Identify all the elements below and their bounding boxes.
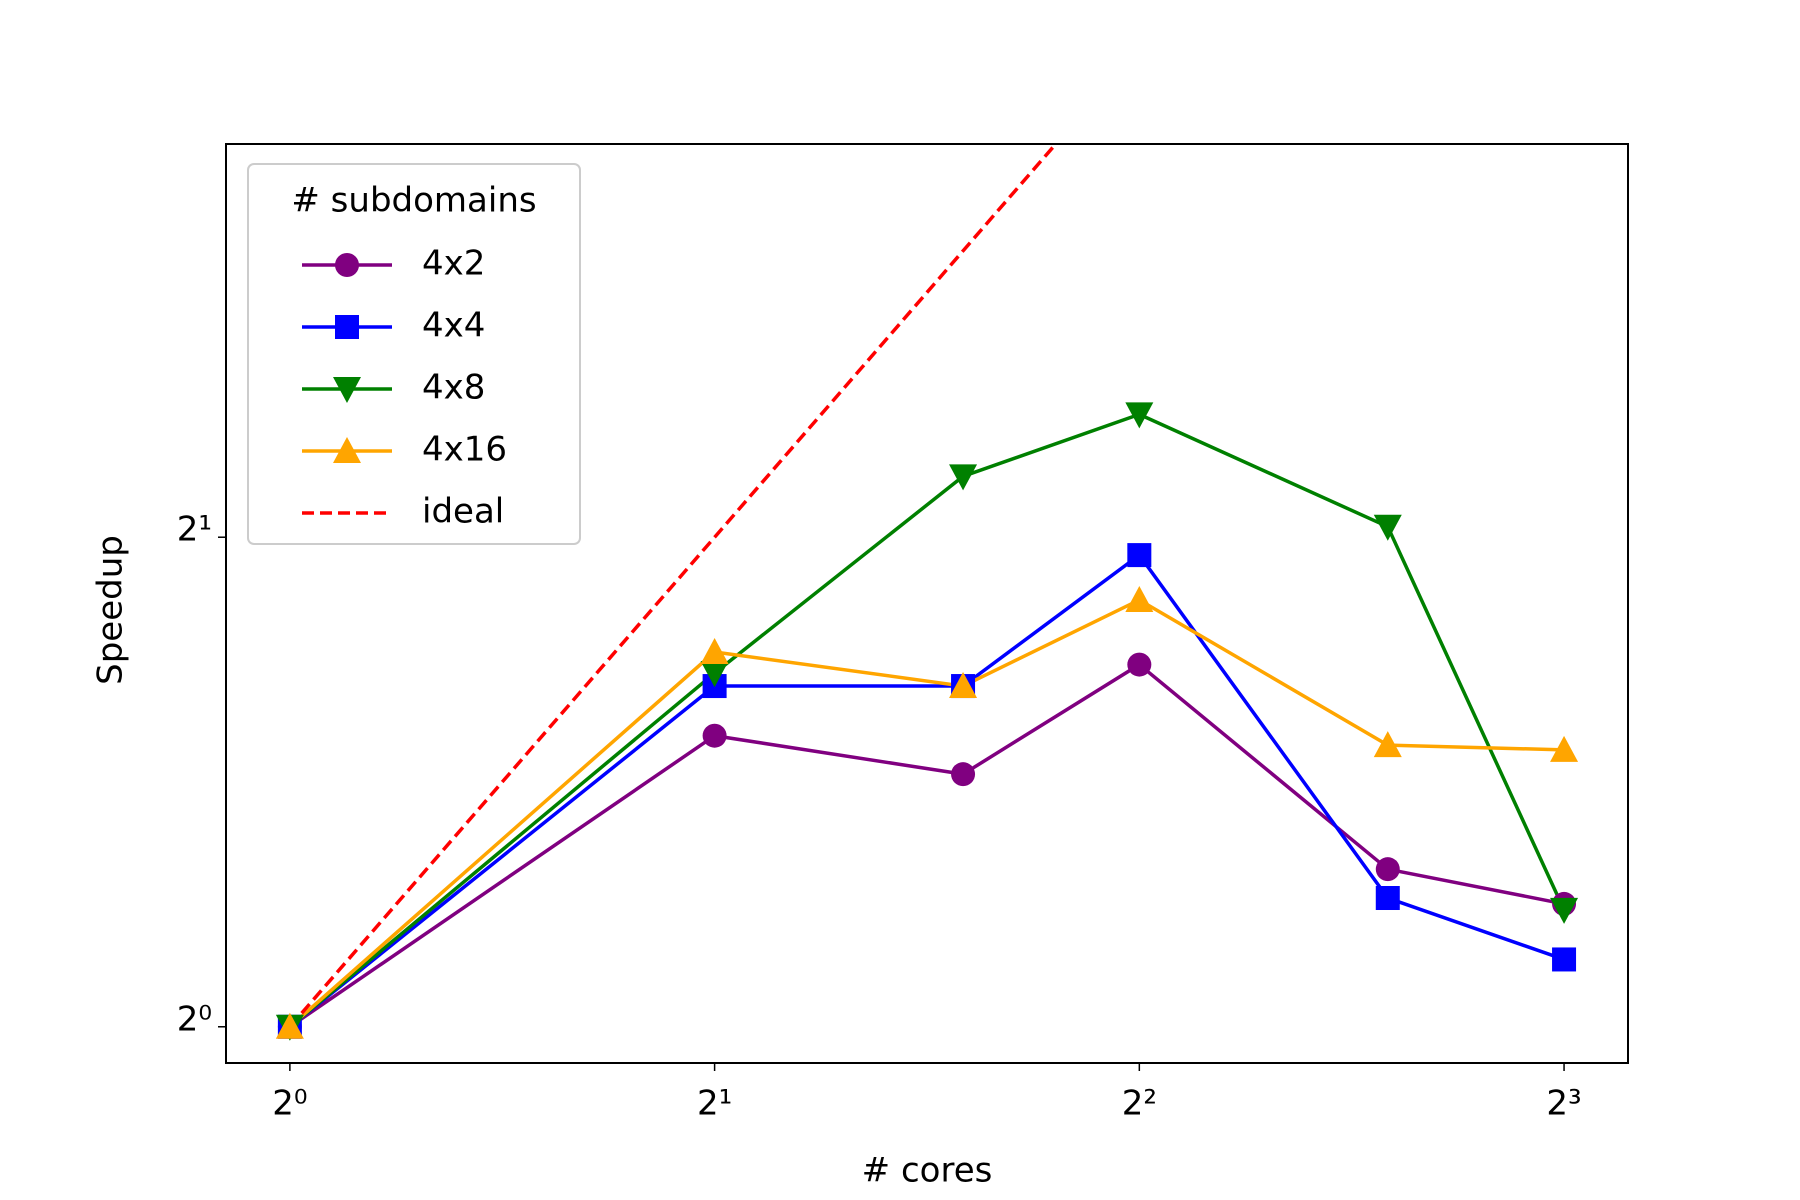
legend-marker [333, 377, 361, 403]
marker [1373, 731, 1402, 758]
marker [275, 1012, 304, 1039]
marker [700, 638, 729, 665]
x-tick-label: 2⁰ [272, 1084, 307, 1124]
y-tick-label: 2¹ [177, 510, 212, 550]
legend-label: ideal [422, 492, 504, 532]
marker [702, 723, 727, 748]
marker [700, 661, 729, 688]
marker [951, 762, 976, 787]
axes-frame [225, 143, 1629, 1064]
legend-label: 4x4 [422, 306, 485, 346]
legend-marker [335, 253, 359, 277]
marker [949, 464, 978, 491]
series-line [288, 144, 1059, 1028]
x-axis-label: # cores [862, 1151, 993, 1191]
marker [1550, 735, 1579, 762]
marker [1550, 897, 1579, 924]
plot-area [275, 144, 1579, 1041]
legend-title: # subdomains [291, 181, 536, 221]
marker [1125, 585, 1154, 612]
legend-label: 4x8 [422, 368, 485, 408]
series-line [288, 597, 1565, 1029]
marker [1373, 514, 1402, 541]
marker [1375, 886, 1400, 911]
legend-marker [335, 315, 359, 339]
marker [1552, 947, 1577, 972]
series-line [288, 662, 1565, 1029]
marker [949, 672, 978, 699]
x-tick-label: 2¹ [697, 1084, 732, 1124]
x-tick-label: 2² [1122, 1084, 1157, 1124]
y-axis-label: Speedup [91, 535, 131, 685]
legend-marker [333, 437, 361, 463]
legend-label: 4x2 [422, 244, 485, 284]
series-line [288, 552, 1565, 1029]
marker [1127, 652, 1152, 677]
legend-box [247, 163, 581, 545]
x-tick-label: 2³ [1546, 1084, 1581, 1124]
marker [1127, 543, 1152, 568]
series-line [288, 412, 1566, 1029]
marker [1125, 402, 1154, 429]
marker [1375, 857, 1400, 882]
legend-label: 4x16 [422, 430, 507, 470]
y-tick-label: 2⁰ [177, 999, 212, 1039]
